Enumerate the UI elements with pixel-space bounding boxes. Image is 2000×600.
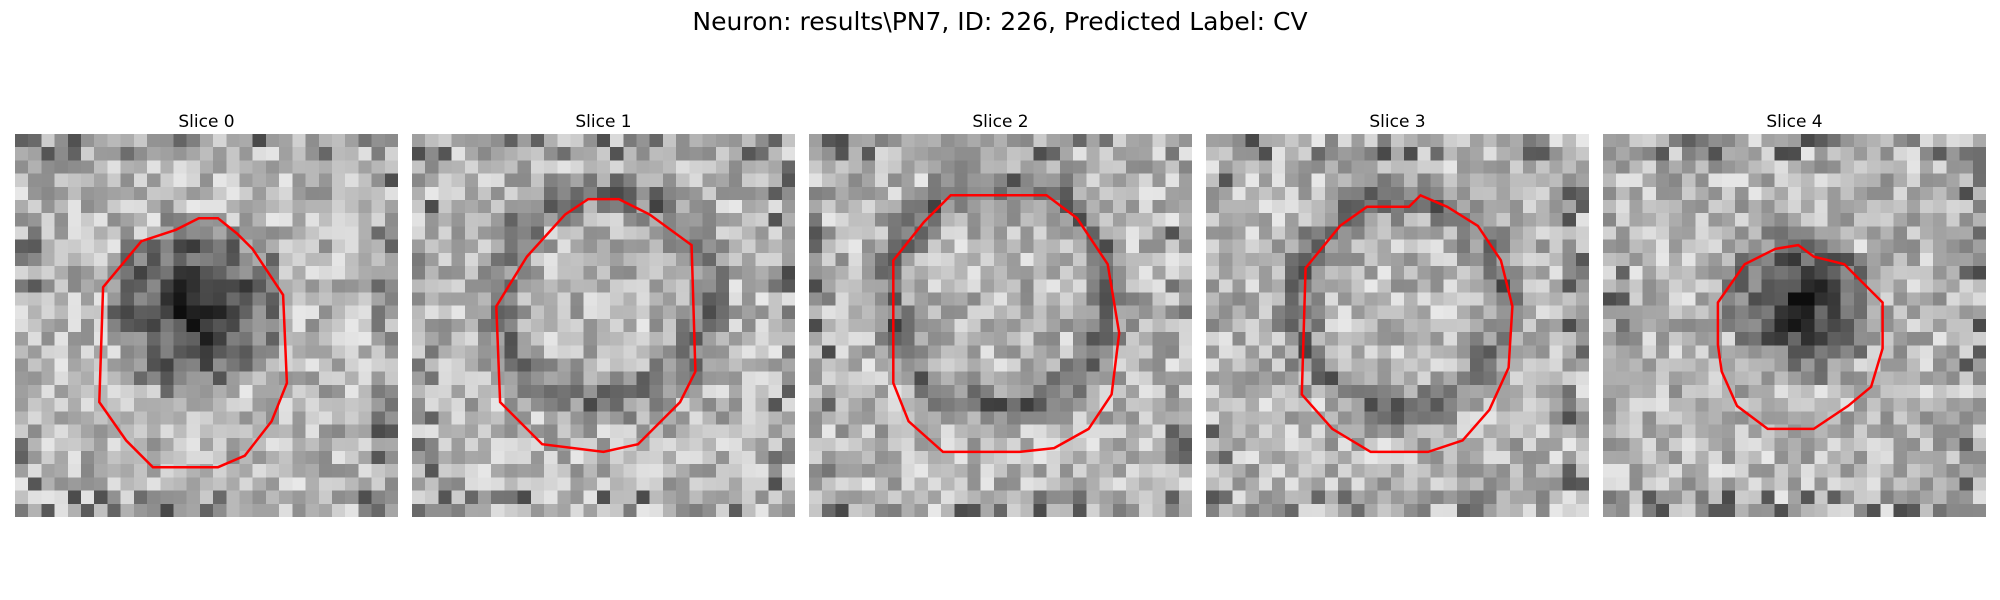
- slice-image: [1206, 134, 1589, 517]
- neuron-contour: [495, 197, 697, 454]
- slice-title: Slice 1: [575, 112, 632, 132]
- slice-pixels: [412, 134, 795, 517]
- slice-image: [1603, 134, 1986, 517]
- slice-pixels: [809, 134, 1192, 517]
- slice-panel-0: Slice 0: [15, 111, 398, 517]
- neuron-contour: [1716, 243, 1884, 431]
- neuron-contour: [98, 217, 289, 469]
- slice-panel-2: Slice 2: [809, 111, 1192, 517]
- slice-title: Slice 0: [178, 112, 235, 132]
- slice-pixels: [1206, 134, 1589, 517]
- neuron-contour: [892, 194, 1121, 454]
- figure-title: Neuron: results\PN7, ID: 226, Predicted …: [692, 7, 1308, 36]
- slice-title: Slice 4: [1766, 112, 1823, 132]
- slice-image: [809, 134, 1192, 517]
- slice-image: [412, 134, 795, 517]
- slice-title: Slice 2: [972, 112, 1029, 132]
- slice-title: Slice 3: [1369, 112, 1426, 132]
- neuron-contour: [1300, 193, 1514, 454]
- slice-image: [15, 134, 398, 517]
- slice-panel-1: Slice 1: [412, 111, 795, 517]
- slice-pixels: [1603, 134, 1986, 517]
- slice-panel-4: Slice 4: [1603, 111, 1986, 517]
- slice-pixels: [15, 134, 398, 517]
- slice-panel-3: Slice 3: [1206, 111, 1589, 517]
